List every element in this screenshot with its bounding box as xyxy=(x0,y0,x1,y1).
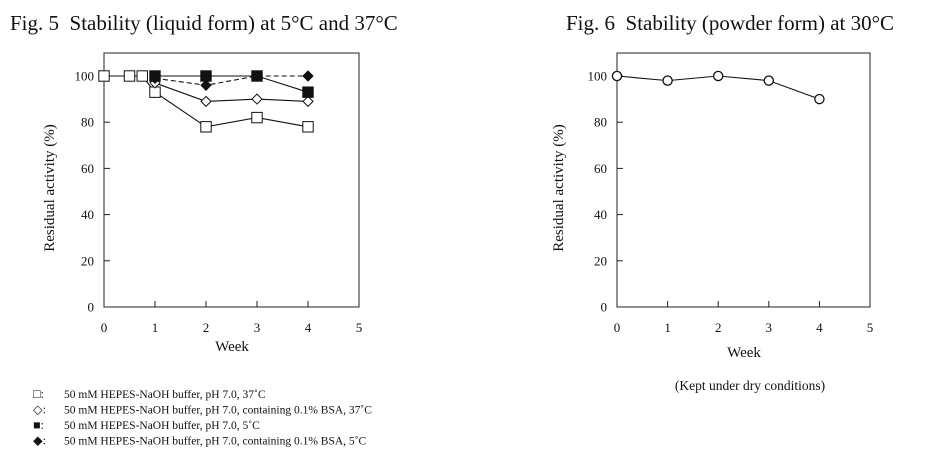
series-2 xyxy=(149,77,314,108)
fig6-series xyxy=(611,70,825,105)
x-tick-label: 1 xyxy=(152,320,159,335)
data-point xyxy=(251,111,263,124)
fig5-ticks: 0 1 2 3 4 5 0 20 40 60 80 100 xyxy=(75,69,363,336)
data-point xyxy=(200,79,212,91)
fig5-title: Fig. 5 Stability (liquid form) at 5°C an… xyxy=(10,11,398,35)
fig5-legend: □: 50 mM HEPES-NaOH buffer, pH 7.0, 37˚C ◇… xyxy=(33,387,372,448)
x-tick-label: 5 xyxy=(356,320,363,335)
x-tick-label: 4 xyxy=(305,320,312,335)
data-point xyxy=(611,70,623,82)
x-tick-label: 0 xyxy=(101,320,108,335)
series-line xyxy=(154,75,308,86)
data-point xyxy=(149,72,161,85)
data-point xyxy=(251,93,263,105)
data-point xyxy=(200,95,212,108)
series-4 xyxy=(149,70,314,91)
fig6-chart: Fig. 6 Stability (powder form) at 30°C 0… xyxy=(551,11,894,393)
legend-symbol: ◇: xyxy=(33,403,46,417)
x-tick-label: 2 xyxy=(203,320,210,335)
fig5-chart: Fig. 5 Stability (liquid form) at 5°C an… xyxy=(10,11,398,448)
data-point xyxy=(763,75,775,86)
legend-symbol: ■: xyxy=(33,418,44,432)
x-tick-label: 2 xyxy=(715,320,722,335)
data-point xyxy=(814,93,825,105)
x-tick-label: 0 xyxy=(614,320,621,335)
y-tick-label: 80 xyxy=(81,115,94,130)
fig6-ticks: 0 1 2 3 4 5 0 20 40 60 80 100 xyxy=(588,69,874,336)
fig5-plot-frame xyxy=(103,52,360,308)
y-tick-label: 0 xyxy=(88,300,95,315)
series-3 xyxy=(149,70,314,98)
fig5-y-axis-title: Residual activity (%) xyxy=(42,124,58,251)
y-tick-label: 40 xyxy=(81,207,94,222)
y-tick-label: 100 xyxy=(75,69,95,84)
series-1 xyxy=(611,70,825,105)
series-line xyxy=(154,82,309,102)
data-point xyxy=(251,70,263,82)
data-point xyxy=(123,70,136,82)
fig6-title: Fig. 6 Stability (powder form) at 30°C xyxy=(566,11,894,35)
y-tick-label: 20 xyxy=(81,253,94,268)
x-tick-label: 5 xyxy=(867,320,874,335)
x-tick-label: 3 xyxy=(254,320,261,335)
data-point xyxy=(302,121,314,133)
data-point xyxy=(712,70,724,82)
x-tick-label: 4 xyxy=(816,320,823,335)
x-tick-label: 3 xyxy=(766,320,773,335)
legend-entry: 50 mM HEPES-NaOH buffer, pH 7.0, 37˚C xyxy=(64,389,266,401)
legend-symbol: □: xyxy=(33,387,44,401)
legend-entry: 50 mM HEPES-NaOH buffer, pH 7.0, contain… xyxy=(64,405,372,417)
data-point xyxy=(662,75,673,86)
data-point xyxy=(302,86,314,98)
y-tick-label: 60 xyxy=(594,161,607,176)
data-point xyxy=(98,70,110,82)
y-tick-label: 100 xyxy=(588,69,608,84)
series-1 xyxy=(98,70,314,133)
fig5-series xyxy=(98,70,314,133)
y-tick-label: 20 xyxy=(594,253,607,268)
legend-symbol: ◆: xyxy=(33,434,46,448)
y-tick-label: 40 xyxy=(594,207,607,222)
fig6-plot-frame xyxy=(616,52,871,308)
data-point xyxy=(302,95,314,108)
fig6-x-axis-title: Week xyxy=(727,345,761,361)
x-tick-label: 1 xyxy=(664,320,671,335)
data-point xyxy=(302,70,314,82)
fig5-x-axis-title: Week xyxy=(215,339,249,355)
y-tick-label: 60 xyxy=(81,161,94,176)
legend-entry: 50 mM HEPES-NaOH buffer, pH 7.0, 5˚C xyxy=(64,420,260,432)
data-point xyxy=(136,70,148,82)
y-tick-label: 80 xyxy=(594,115,607,130)
fig6-condition-note: (Kept under dry conditions) xyxy=(675,378,825,393)
fig6-y-axis-title: Residual activity (%) xyxy=(551,124,567,251)
legend-entry: 50 mM HEPES-NaOH buffer, pH 7.0, contain… xyxy=(64,436,366,448)
y-tick-label: 0 xyxy=(601,300,608,315)
series-line xyxy=(155,75,309,93)
data-point xyxy=(200,121,212,133)
